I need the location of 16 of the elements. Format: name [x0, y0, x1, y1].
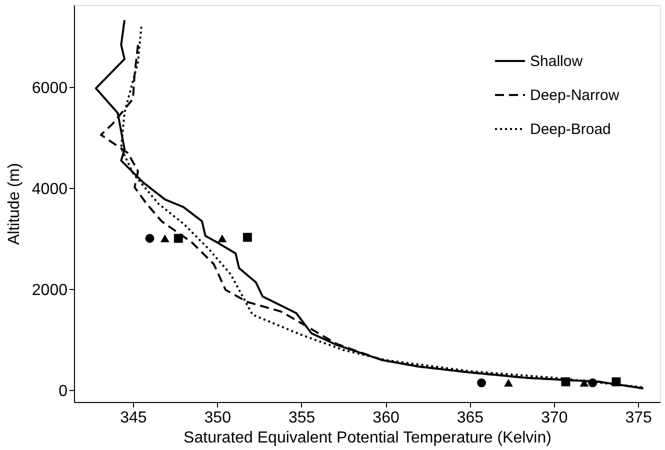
legend-label: Deep-Narrow — [530, 87, 620, 104]
y-tick-label: 2000 — [32, 282, 68, 299]
x-tick-label: 370 — [541, 410, 568, 426]
legend-label: Shallow — [530, 53, 583, 70]
y-tick-label: 4000 — [32, 180, 68, 198]
x-tick-label: 375 — [625, 410, 652, 426]
x-tick-label: 345 — [120, 410, 147, 426]
legend-label: Deep-Broad — [530, 121, 611, 138]
x-axis-title: Saturated Equivalent Potential Temperature (Kelvin) — [184, 430, 552, 446]
y-tick-label: 6000 — [32, 80, 68, 97]
y-tick-label: 0 — [58, 382, 68, 400]
x-tick-label: 355 — [288, 410, 316, 426]
x-tick-label: 350 — [204, 410, 232, 426]
x-tick-label: 365 — [456, 410, 484, 426]
y-axis-title: Altitude (m) — [6, 163, 23, 245]
x-tick-label: 360 — [372, 410, 400, 426]
